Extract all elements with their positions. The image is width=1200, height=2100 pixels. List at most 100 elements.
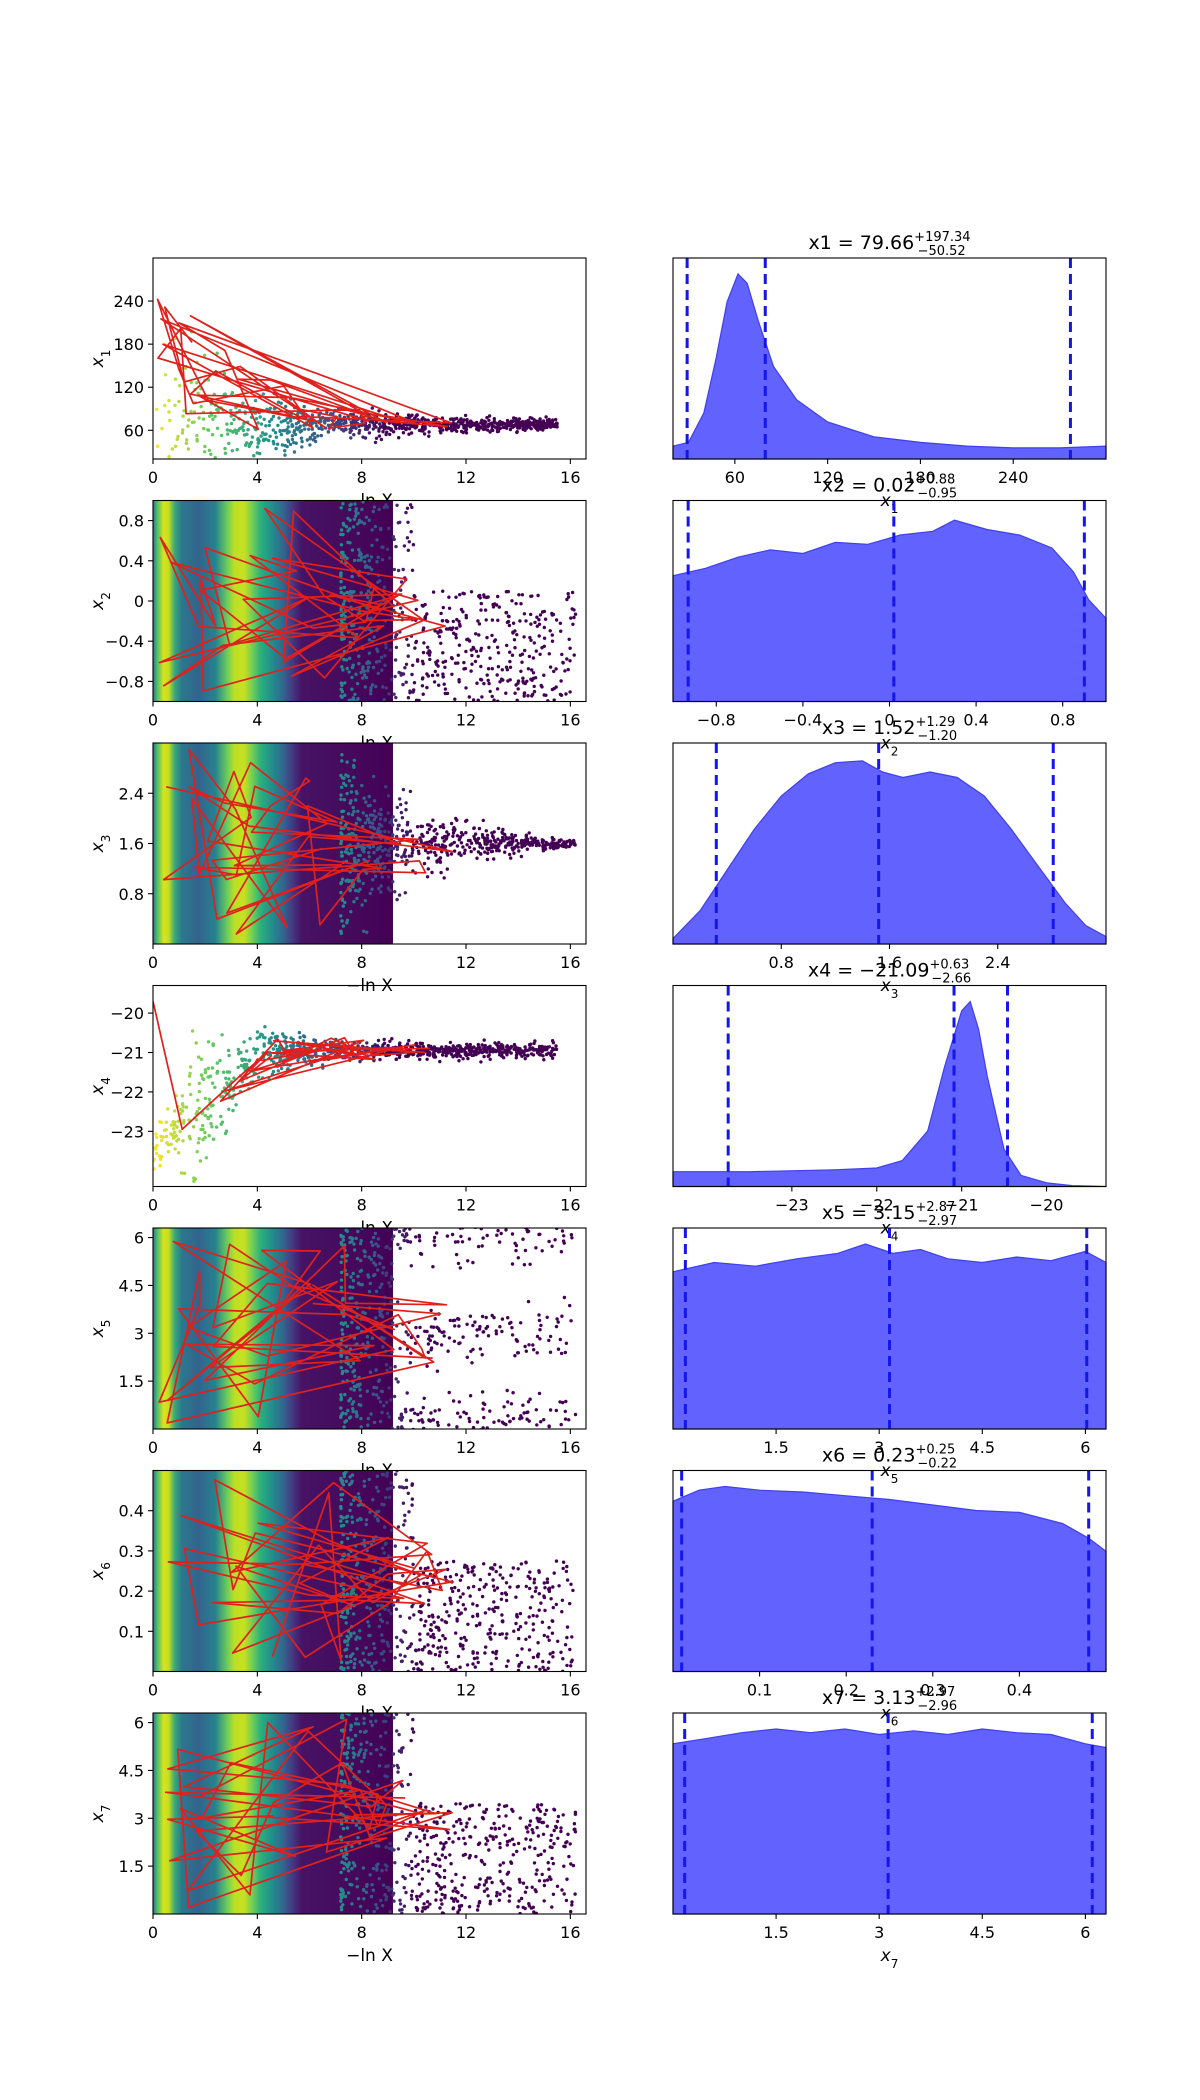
trace-sample-point-x5 [492,1420,496,1424]
trace-sample-point-x3 [525,847,529,851]
trace-sample-point-x2 [421,662,425,666]
trace-sample-point-x7 [497,1803,501,1807]
trace-sample-point-x1 [264,432,268,436]
trace-sample-point-x3 [358,887,362,891]
trace-sample-point-x2 [405,637,409,641]
trace-sample-point-x6 [470,1570,474,1574]
trace-sample-point-x3 [374,815,378,819]
trace-sample-point-x1 [168,418,172,423]
trace-sample-point-x6 [431,1644,435,1648]
trace-sample-point-x6 [423,1567,427,1571]
trace-sample-point-x1 [235,447,239,452]
y-tick-label: −21 [110,1044,144,1063]
x-tick-label: 0 [148,468,158,487]
trace-sample-point-x1 [343,427,348,431]
trace-sample-point-x6 [454,1573,459,1577]
trace-sample-point-x5 [438,1437,441,1440]
y-tick-label: 120 [113,378,144,397]
x-tick-label: 0 [148,711,158,730]
trace-sample-point-x2 [348,503,352,507]
trace-sample-point-x5 [359,1239,363,1243]
trace-sample-point-x6 [466,1622,470,1627]
trace-sample-point-x2 [382,585,387,589]
trace-sample-point-x7 [458,1802,462,1806]
trace-sample-point-x6 [536,1641,540,1645]
trace-sample-point-x4 [279,1066,284,1071]
trace-sample-point-x3 [519,854,524,859]
trace-sample-point-x5 [509,1436,512,1439]
trace-sample-point-x3 [404,801,408,805]
trace-sample-point-x2 [341,521,345,526]
trace-sample-point-x3 [529,836,533,840]
trace-sample-point-x2 [476,654,480,658]
trace-sample-point-x4 [236,1065,240,1070]
trace-sample-point-x1 [377,429,381,433]
trace-sample-point-x7 [358,1904,363,1909]
trace-sample-point-x6 [455,1617,459,1621]
trace-sample-point-x2 [443,691,447,696]
trace-sample-point-x5 [548,1334,553,1339]
trace-sample-point-x6 [451,1589,455,1594]
trace-sample-point-x2 [483,608,488,612]
trace-sample-point-x6 [554,1602,558,1607]
trace-sample-point-x6 [398,1653,403,1657]
trace-sample-point-x6 [379,1617,383,1622]
x-tick-label: 0 [148,1681,158,1700]
trace-sample-point-x2 [361,676,365,680]
trace-sample-point-x3 [483,850,487,854]
trace-sample-point-x2 [384,686,389,690]
trace-sample-point-x6 [556,1639,560,1644]
trace-sample-point-x3 [400,828,405,833]
trace-sample-point-x3 [428,839,433,844]
trace-sample-point-x4 [488,1057,492,1062]
trace-sample-point-x4 [220,1033,224,1037]
trace-sample-point-x3 [339,914,343,918]
trace-sample-point-x1 [185,471,188,474]
trace-sample-point-x4 [525,1054,530,1058]
trace-sample-point-x6 [364,1518,369,1522]
trace-sample-point-x5 [381,1265,386,1270]
trace-sample-point-x1 [463,413,468,418]
trace-sample-point-x1 [167,454,171,459]
trace-sample-point-x5 [563,1409,567,1414]
trace-sample-point-x5 [431,1265,435,1269]
trace-sample-point-x6 [473,1665,477,1669]
trace-sample-point-x2 [466,637,470,641]
trace-sample-point-x3 [390,823,395,827]
trace-sample-point-x2 [353,502,357,506]
trace-sample-point-x3 [350,813,355,817]
trace-sample-point-x3 [506,843,511,847]
trace-sample-point-x3 [427,823,431,827]
trace-sample-point-x2 [353,692,357,697]
trace-sample-point-x7 [371,1888,375,1892]
trace-sample-point-x1 [476,428,481,432]
trace-sample-point-x2 [505,620,510,625]
trace-sample-point-x5 [539,1323,543,1328]
trace-sample-point-x6 [531,1628,535,1632]
trace-sample-point-x2 [569,616,573,620]
trace-sample-point-x4 [175,1125,179,1129]
y-tick-label: 3 [134,1324,144,1343]
trace-sample-point-x6 [412,1613,416,1617]
trace-sample-point-x5 [339,1414,343,1419]
trace-sample-point-x2 [439,630,443,634]
trace-sample-point-x6 [512,1629,516,1633]
trace-sample-point-x5 [409,1264,413,1268]
trace-sample-point-x2 [342,657,346,662]
trace-sample-point-x6 [528,1586,532,1591]
trace-sample-point-x7 [562,1864,566,1868]
trace-sample-point-x4 [554,1044,558,1048]
trace-sample-point-x2 [360,507,364,512]
trace-sample-point-x3 [402,853,406,857]
trace-sample-point-x6 [484,1582,488,1587]
trace-sample-point-x2 [357,518,362,523]
trace-sample-point-x1 [276,400,281,404]
trace-sample-point-x4 [190,1029,195,1033]
trace-sample-point-x7 [398,1898,402,1903]
trace-sample-point-x2 [392,692,396,696]
trace-sample-point-x6 [569,1664,573,1668]
trace-sample-point-x4 [310,1063,314,1068]
trace-sample-point-x5 [378,1419,383,1424]
trace-sample-point-x4 [154,1132,158,1136]
